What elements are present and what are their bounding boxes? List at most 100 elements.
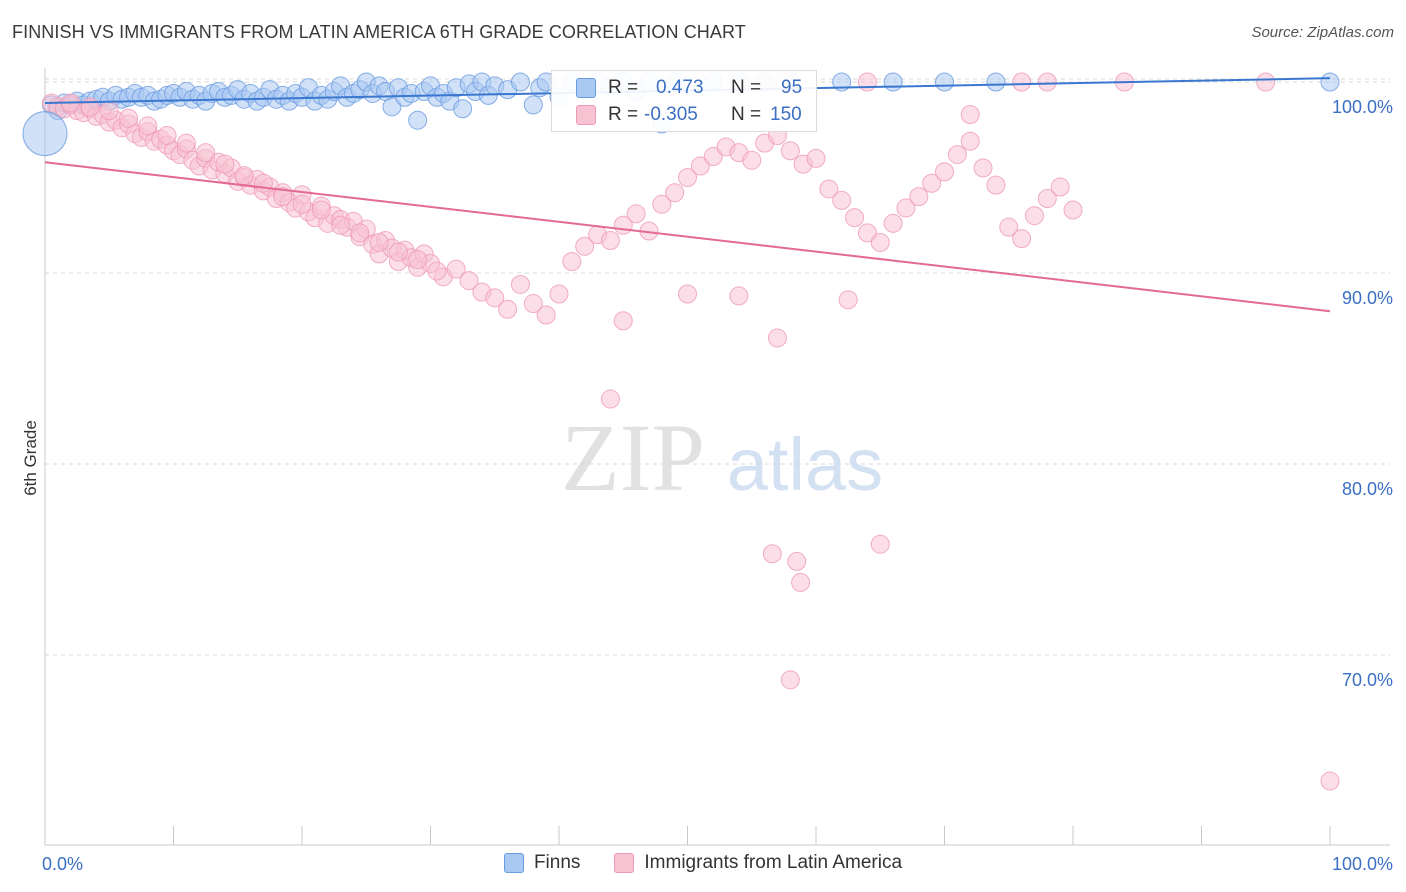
data-point bbox=[1063, 200, 1083, 220]
data-point bbox=[973, 158, 993, 178]
data-point bbox=[896, 198, 916, 218]
data-point bbox=[382, 97, 402, 117]
data-point bbox=[138, 116, 158, 136]
data-point bbox=[870, 232, 890, 252]
watermark: ZIP atlas bbox=[561, 404, 883, 511]
chart-title: FINNISH VS IMMIGRANTS FROM LATIN AMERICA… bbox=[12, 22, 746, 42]
data-point bbox=[1024, 206, 1044, 226]
x-tick-label: 100.0% bbox=[1332, 854, 1393, 874]
legend-label-latin-america: Immigrants from Latin America bbox=[644, 852, 903, 873]
data-point bbox=[845, 208, 865, 228]
data-point bbox=[780, 670, 800, 690]
data-point bbox=[838, 290, 858, 310]
data-point bbox=[273, 187, 293, 207]
stats-swatch-latin-america bbox=[576, 105, 596, 125]
data-point bbox=[678, 168, 697, 187]
data-point bbox=[1050, 177, 1070, 197]
data-point bbox=[1012, 229, 1032, 249]
stats-n-value: 150 bbox=[770, 104, 802, 125]
data-point bbox=[780, 141, 800, 161]
y-tick-label: 70.0% bbox=[1342, 670, 1393, 690]
watermark-zip: ZIP bbox=[561, 404, 705, 511]
data-point bbox=[870, 534, 890, 554]
data-point bbox=[510, 274, 530, 294]
stats-box: R = 0.473 N = 95 R = -0.305 N = 150 bbox=[551, 70, 817, 132]
data-point bbox=[857, 72, 877, 92]
data-point bbox=[600, 389, 620, 409]
legend-label-finns: Finns bbox=[533, 852, 581, 873]
data-point bbox=[485, 288, 505, 308]
data-point bbox=[729, 286, 749, 306]
data-point bbox=[510, 72, 530, 92]
data-point bbox=[665, 183, 685, 203]
stats-r-value: 0.473 bbox=[656, 77, 704, 98]
data-point bbox=[253, 173, 273, 193]
stats-r-value: -0.305 bbox=[644, 104, 698, 125]
data-point bbox=[787, 551, 807, 571]
stats-n-value: 95 bbox=[781, 77, 803, 98]
grid-lines bbox=[45, 78, 1390, 656]
data-point bbox=[935, 162, 954, 182]
data-point bbox=[157, 125, 177, 145]
legend-swatch-finns bbox=[503, 853, 524, 873]
data-point bbox=[922, 173, 942, 193]
y-axis-label: 6th Grade bbox=[21, 420, 40, 496]
data-point bbox=[446, 259, 466, 279]
data-point bbox=[767, 328, 787, 348]
tick-labels: 70.0% 80.0% 90.0% 100.0% 0.0% 100.0% bbox=[42, 97, 1393, 874]
data-point bbox=[408, 110, 428, 130]
data-point bbox=[806, 148, 826, 168]
data-point bbox=[600, 231, 620, 251]
x-tick-label: 0.0% bbox=[42, 854, 83, 874]
y-tick-label: 90.0% bbox=[1342, 288, 1393, 308]
data-point bbox=[1037, 72, 1057, 92]
data-point bbox=[1320, 771, 1340, 791]
data-point bbox=[613, 311, 633, 331]
data-point bbox=[234, 166, 254, 186]
data-point bbox=[311, 200, 331, 220]
data-point bbox=[176, 133, 196, 153]
data-point bbox=[119, 108, 139, 128]
data-point bbox=[369, 232, 389, 252]
data-point bbox=[523, 294, 543, 314]
data-point bbox=[832, 72, 852, 92]
data-point bbox=[331, 215, 351, 235]
data-point bbox=[690, 156, 710, 176]
data-point bbox=[986, 72, 1006, 92]
data-point bbox=[703, 146, 723, 166]
data-point bbox=[909, 187, 929, 207]
data-point bbox=[819, 179, 839, 199]
data-point bbox=[562, 252, 582, 272]
legend-item-finns[interactable]: Finns bbox=[503, 852, 581, 874]
legend-swatch-latin-america bbox=[614, 853, 635, 873]
data-point bbox=[883, 213, 903, 233]
data-point bbox=[1012, 72, 1032, 92]
data-point bbox=[857, 223, 877, 243]
data-point bbox=[523, 95, 543, 115]
data-point bbox=[453, 99, 473, 119]
axes bbox=[44, 68, 1390, 846]
data-point bbox=[986, 175, 1006, 195]
data-point bbox=[196, 143, 216, 163]
data-point bbox=[742, 150, 762, 170]
data-point bbox=[1320, 72, 1340, 92]
data-point bbox=[935, 72, 954, 92]
data-point bbox=[549, 284, 569, 304]
data-point bbox=[947, 145, 967, 165]
data-point bbox=[388, 242, 408, 262]
data-point bbox=[459, 271, 479, 291]
data-point bbox=[80, 97, 100, 117]
data-point bbox=[960, 131, 980, 151]
legend: Finns Immigrants from Latin America bbox=[0, 852, 1406, 874]
data-point bbox=[791, 572, 811, 592]
data-point bbox=[1256, 72, 1276, 92]
legend-item-latin-america[interactable]: Immigrants from Latin America bbox=[614, 852, 902, 874]
data-point bbox=[215, 154, 235, 174]
data-point bbox=[1037, 189, 1057, 209]
data-point bbox=[99, 101, 119, 121]
data-point bbox=[626, 204, 646, 224]
data-point bbox=[22, 111, 68, 157]
stats-n-label: N = bbox=[731, 77, 762, 98]
y-tick-label: 80.0% bbox=[1342, 479, 1393, 499]
